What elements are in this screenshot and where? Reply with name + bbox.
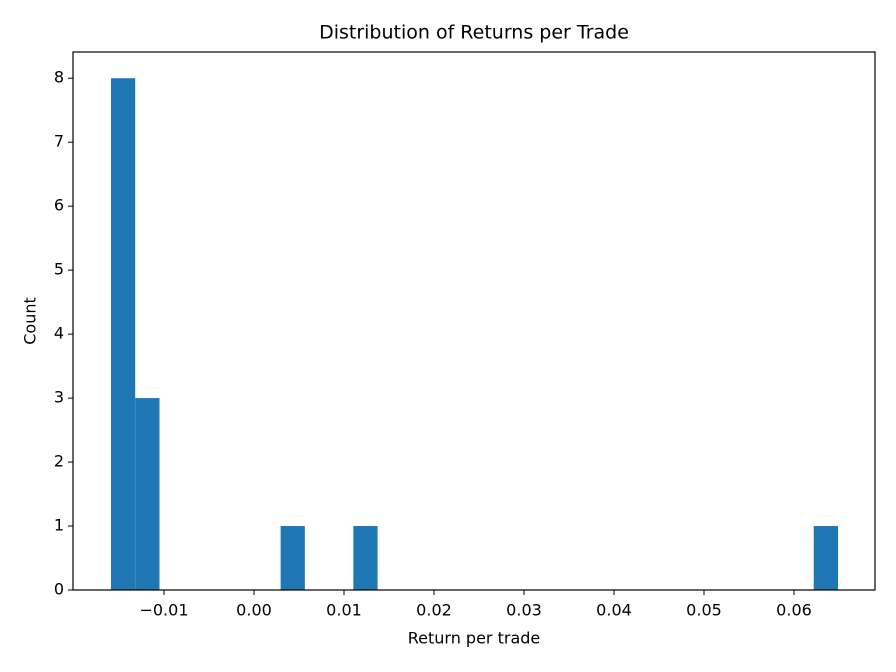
plot-frame — [72, 51, 876, 591]
x-tick-label: 0.00 — [236, 601, 272, 620]
chart-title: Distribution of Returns per Trade — [319, 22, 629, 44]
x-tick-label: 0.02 — [416, 601, 452, 620]
x-tick-label: 0.05 — [686, 601, 722, 620]
x-tick-label: 0.04 — [596, 601, 632, 620]
bar — [110, 78, 136, 590]
y-tick-label: 5 — [54, 260, 64, 279]
bar — [280, 526, 305, 590]
y-tick-label: 1 — [54, 516, 64, 535]
x-axis-label: Return per trade — [408, 629, 541, 648]
bar — [135, 398, 160, 590]
y-tick-label: 7 — [54, 132, 64, 151]
x-tick-label: 0.06 — [776, 601, 812, 620]
y-tick-label: 8 — [54, 68, 64, 87]
bar — [353, 526, 378, 590]
y-tick-label: 4 — [54, 324, 64, 343]
bar — [813, 526, 839, 590]
y-tick-label: 6 — [54, 196, 64, 215]
y-tick-label: 0 — [54, 580, 64, 599]
x-tick-label: 0.01 — [326, 601, 362, 620]
x-tick-label: 0.03 — [506, 601, 542, 620]
y-axis-label: Count — [21, 297, 40, 345]
y-tick-label: 2 — [54, 452, 64, 471]
y-tick-label: 3 — [54, 388, 64, 407]
x-tick-label: −0.01 — [139, 601, 188, 620]
